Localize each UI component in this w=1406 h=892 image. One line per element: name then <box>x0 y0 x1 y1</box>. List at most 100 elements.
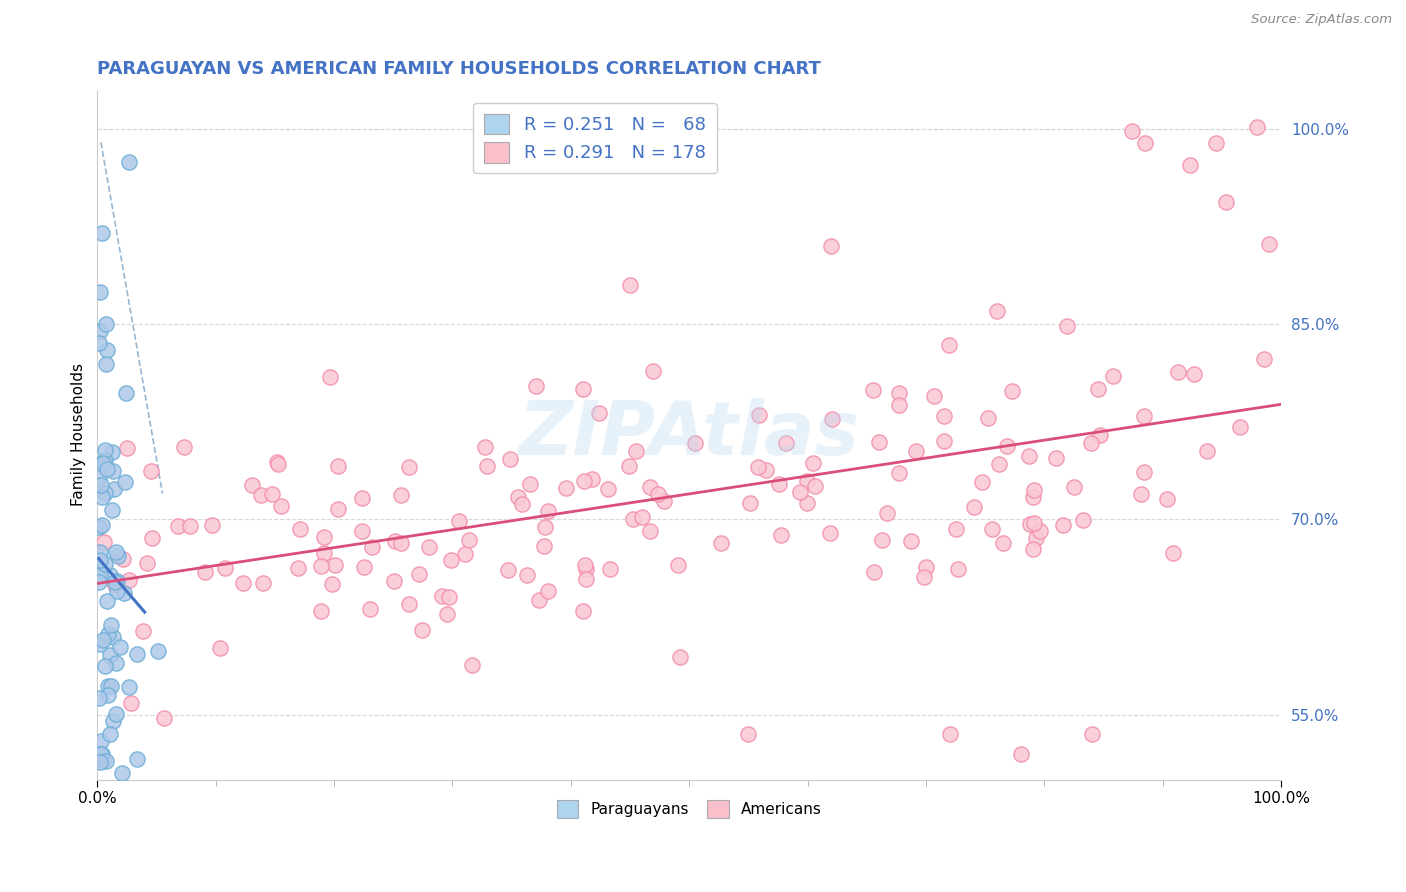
Point <box>1022 483 1045 497</box>
Point <box>120 696 142 710</box>
Point <box>738 496 761 510</box>
Point <box>437 591 460 605</box>
Point <box>887 466 910 480</box>
Point <box>87 690 110 705</box>
Text: ZIPAtlas: ZIPAtlas <box>519 399 860 472</box>
Point <box>115 442 138 456</box>
Point <box>1253 351 1275 366</box>
Point <box>1178 158 1201 172</box>
Point <box>309 559 332 574</box>
Point <box>97 679 120 693</box>
Point <box>934 409 956 424</box>
Point <box>90 747 112 761</box>
Point <box>89 747 111 761</box>
Point <box>384 534 406 549</box>
Point <box>977 411 1000 425</box>
Point <box>361 540 384 554</box>
Point <box>1133 409 1156 424</box>
Point <box>323 558 346 573</box>
Point <box>89 747 111 761</box>
Point <box>1102 368 1125 383</box>
Point <box>775 436 797 450</box>
Point <box>461 658 484 673</box>
Point <box>1257 237 1279 252</box>
Point <box>1022 490 1045 504</box>
Point <box>527 592 550 607</box>
Point <box>747 460 769 475</box>
Point <box>769 527 792 541</box>
Point <box>114 475 136 490</box>
Point <box>89 324 111 338</box>
Text: PARAGUAYAN VS AMERICAN FAMILY HOUSEHOLDS CORRELATION CHART: PARAGUAYAN VS AMERICAN FAMILY HOUSEHOLDS… <box>97 60 821 78</box>
Text: Source: ZipAtlas.com: Source: ZipAtlas.com <box>1251 13 1392 27</box>
Point <box>96 754 118 768</box>
Point <box>1052 518 1074 533</box>
Point <box>519 477 541 491</box>
Point <box>89 755 111 769</box>
Point <box>821 412 844 426</box>
Point <box>1215 194 1237 209</box>
Point <box>117 574 139 588</box>
Point <box>266 457 288 471</box>
Point <box>107 549 129 563</box>
Point <box>1029 524 1052 538</box>
Point <box>887 397 910 411</box>
Point <box>1156 491 1178 506</box>
Point <box>208 640 231 655</box>
Point <box>262 486 284 500</box>
Point <box>737 727 759 741</box>
Point <box>768 476 790 491</box>
Point <box>796 495 818 509</box>
Point <box>111 766 134 780</box>
Point <box>94 557 117 571</box>
Point <box>588 406 610 420</box>
Point <box>135 557 157 571</box>
Point <box>252 576 274 591</box>
Point <box>1001 384 1024 398</box>
Point <box>669 650 692 665</box>
Point <box>440 553 463 567</box>
Point <box>430 589 453 603</box>
Point <box>647 487 669 501</box>
Point <box>94 442 117 457</box>
Point <box>232 576 254 591</box>
Point <box>132 624 155 639</box>
Point <box>104 574 127 589</box>
Point <box>104 578 127 592</box>
Point <box>314 530 336 544</box>
Point <box>640 524 662 538</box>
Point <box>537 504 560 518</box>
Point <box>533 520 555 534</box>
Point <box>93 535 115 549</box>
Point <box>101 502 124 516</box>
Point <box>1205 136 1227 150</box>
Point <box>179 518 201 533</box>
Point <box>748 408 770 422</box>
Point <box>90 478 112 492</box>
Point <box>1246 120 1268 134</box>
Point <box>454 547 477 561</box>
Point <box>146 644 169 658</box>
Point <box>249 488 271 502</box>
Point <box>477 458 499 473</box>
Point <box>946 561 969 575</box>
Point <box>105 706 128 721</box>
Point <box>90 733 112 747</box>
Point <box>963 500 986 515</box>
Point <box>125 752 148 766</box>
Point <box>398 460 420 475</box>
Point <box>89 285 111 299</box>
Point <box>912 570 935 584</box>
Point <box>98 727 121 741</box>
Point <box>290 522 312 536</box>
Point <box>887 385 910 400</box>
Point <box>309 604 332 618</box>
Point <box>105 584 128 599</box>
Point <box>382 574 405 588</box>
Point <box>1024 516 1046 531</box>
Point <box>803 479 825 493</box>
Point <box>87 336 110 351</box>
Point <box>922 389 945 403</box>
Point <box>398 597 420 611</box>
Point <box>97 627 120 641</box>
